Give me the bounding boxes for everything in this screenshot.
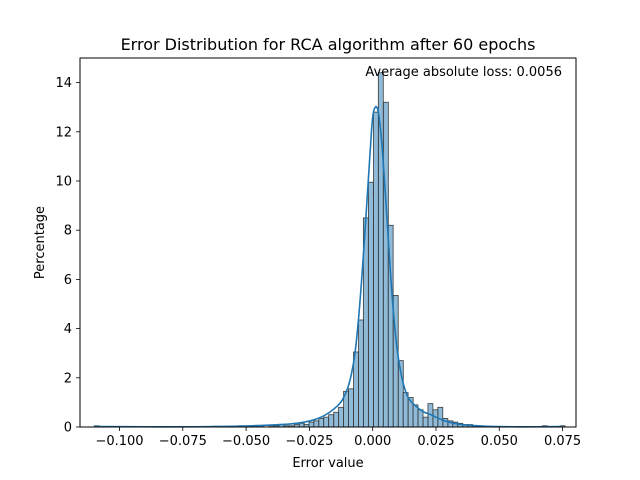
y-axis-label: Percentage [33,206,48,279]
y-tick-label: 6 [64,273,72,288]
y-tick-label: 8 [64,224,72,239]
x-tick-label: −0.050 [222,434,270,449]
y-axis-ticks: 0 2 4 6 8 10 12 14 [55,76,80,436]
histogram-bar [417,409,424,428]
histogram-bar [368,181,374,428]
y-tick-label: 0 [64,421,72,436]
histogram-bar [402,392,409,428]
x-tick-label: 0.075 [544,434,581,449]
x-tick-label: 0.025 [417,434,454,449]
histogram-bar [308,421,315,428]
x-axis-label: Error value [292,456,363,471]
y-tick-label: 2 [64,371,72,386]
histogram-bar [313,420,320,428]
x-tick-label: 0.000 [354,434,391,449]
y-tick-label: 14 [55,76,72,91]
y-tick-label: 10 [55,175,72,190]
kde-line [94,105,563,428]
histogram-bar [318,417,325,428]
average-loss-annotation: Average absolute loss: 0.0056 [365,65,562,80]
chart-title: Error Distribution for RCA algorithm aft… [121,35,536,54]
histogram-bar [437,406,444,428]
histogram-bar [422,416,429,428]
y-tick-label: 12 [55,125,72,140]
histogram-bar [333,411,340,428]
plot-frame [79,57,577,428]
histogram-bar [323,416,329,428]
x-tick-label: −0.075 [159,434,207,449]
x-axis-ticks: −0.100 −0.075 −0.050 −0.025 0.000 0.025 0.050 0… [95,427,581,449]
histogram-bar [373,111,379,428]
x-tick-label: −0.100 [95,434,143,449]
histogram-bar [382,101,389,428]
histogram-bar [338,406,344,428]
histogram-bar [348,388,354,428]
histogram-bar [358,319,364,428]
histogram-bar [328,414,335,428]
y-tick-label: 4 [64,322,72,337]
x-tick-label: −0.025 [285,434,333,449]
x-tick-label: 0.050 [481,434,518,449]
